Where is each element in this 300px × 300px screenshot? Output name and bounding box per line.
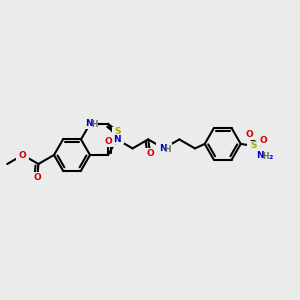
Bar — [112, 127, 124, 137]
Text: O: O — [260, 136, 268, 146]
Text: O: O — [19, 151, 27, 160]
Text: H: H — [262, 152, 269, 161]
Text: S: S — [250, 141, 257, 150]
Bar — [110, 134, 124, 144]
Text: H: H — [164, 145, 171, 154]
Bar — [257, 136, 270, 146]
Text: O: O — [246, 130, 253, 140]
Text: N: N — [159, 144, 166, 153]
Text: N: N — [256, 152, 263, 160]
Bar — [144, 148, 157, 158]
Text: O: O — [104, 137, 112, 146]
Text: 2: 2 — [269, 155, 273, 160]
Bar — [101, 137, 115, 147]
Text: O: O — [146, 149, 154, 158]
Text: N: N — [113, 135, 121, 144]
Bar — [247, 141, 260, 151]
Text: O: O — [34, 172, 41, 182]
Bar — [82, 119, 98, 129]
Text: N: N — [85, 119, 93, 128]
Bar — [253, 151, 271, 161]
Bar — [156, 143, 172, 153]
Bar — [243, 130, 256, 140]
Bar — [16, 150, 29, 160]
Text: S: S — [115, 127, 121, 136]
Text: H: H — [91, 120, 97, 129]
Bar — [31, 172, 44, 182]
